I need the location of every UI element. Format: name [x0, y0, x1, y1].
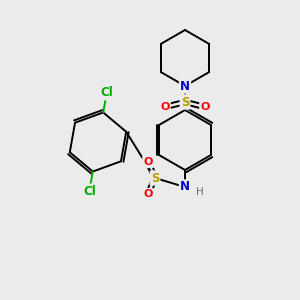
- Text: O: O: [143, 189, 153, 199]
- Text: N: N: [180, 80, 190, 92]
- Text: N: N: [180, 181, 190, 194]
- Text: Cl: Cl: [83, 185, 96, 198]
- Text: O: O: [200, 102, 210, 112]
- Text: O: O: [160, 102, 170, 112]
- Text: O: O: [143, 157, 153, 167]
- Text: S: S: [151, 172, 159, 184]
- Text: S: S: [181, 95, 189, 109]
- Text: H: H: [196, 187, 204, 197]
- Text: Cl: Cl: [100, 86, 113, 99]
